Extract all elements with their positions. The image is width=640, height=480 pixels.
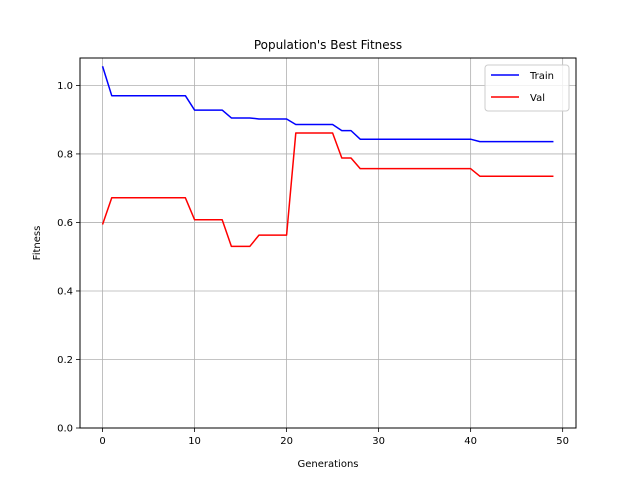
- series-line-train: [101, 65, 554, 143]
- y-tick-label: 0.8: [57, 149, 73, 160]
- plot-area: [80, 58, 576, 428]
- x-tick-label: 10: [188, 436, 201, 447]
- plot-frame: [79, 57, 577, 429]
- series-layer: [101, 65, 554, 248]
- x-tick-label: 30: [372, 436, 385, 447]
- series-line-val: [101, 132, 554, 248]
- legend-label-train: Train: [529, 71, 554, 82]
- x-tick-label: 20: [280, 436, 293, 447]
- y-tick-label: 1.0: [57, 81, 73, 92]
- y-tick-label: 0.0: [57, 424, 73, 435]
- x-tick-label: 50: [556, 436, 569, 447]
- chart-title: Population's Best Fitness: [254, 38, 402, 52]
- legend: Train Val: [484, 64, 570, 112]
- y-tick-label: 0.2: [57, 355, 73, 366]
- y-axis-ticks: 0.0 0.2 0.4 0.6 0.8 1.0: [57, 81, 80, 435]
- x-tick-label: 0: [99, 436, 105, 447]
- y-axis-label: Fitness: [32, 226, 43, 261]
- x-tick-label: 40: [464, 436, 477, 447]
- legend-label-val: Val: [530, 93, 545, 104]
- legend-box: [484, 64, 570, 112]
- x-axis-ticks: 0 10 20 30 40 50: [99, 428, 569, 447]
- y-tick-label: 0.4: [57, 286, 73, 297]
- x-axis-label: Generations: [298, 459, 359, 470]
- y-tick-label: 0.6: [57, 218, 73, 229]
